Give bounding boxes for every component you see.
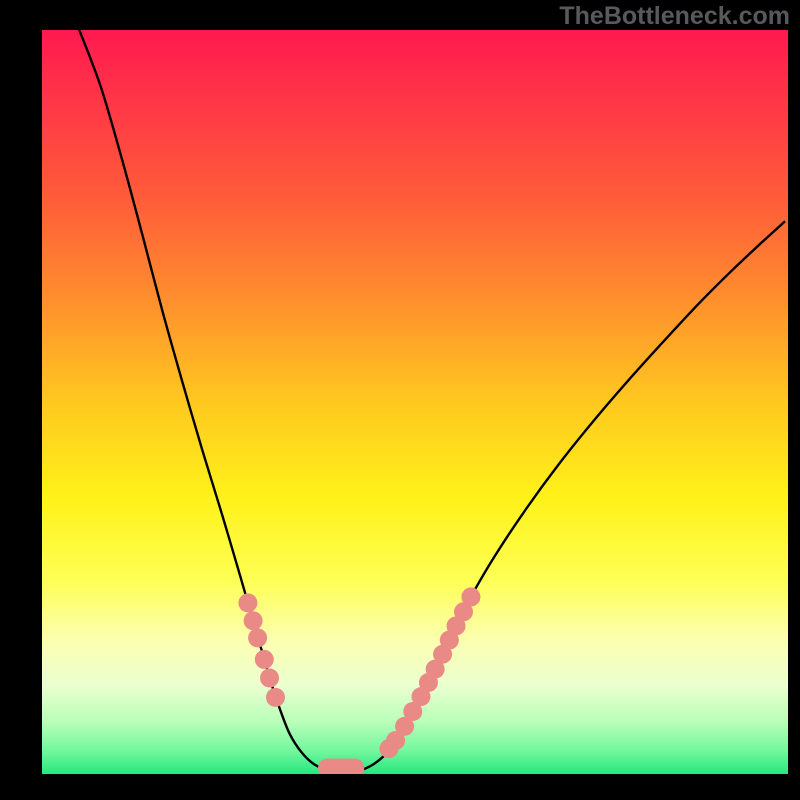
overlay-dot bbox=[461, 587, 480, 606]
chart-frame: TheBottleneck.com bbox=[0, 0, 800, 800]
overlay-dot bbox=[244, 611, 263, 630]
overlay-dot bbox=[266, 688, 285, 707]
overlay-dot bbox=[255, 650, 274, 669]
overlay-dot bbox=[248, 628, 267, 647]
overlay-bottom-capsule bbox=[318, 759, 364, 774]
gradient-background bbox=[42, 30, 788, 774]
plot-area bbox=[42, 30, 788, 774]
watermark-text: TheBottleneck.com bbox=[559, 2, 790, 31]
overlay-dot bbox=[260, 669, 279, 688]
overlay-dot bbox=[238, 593, 257, 612]
